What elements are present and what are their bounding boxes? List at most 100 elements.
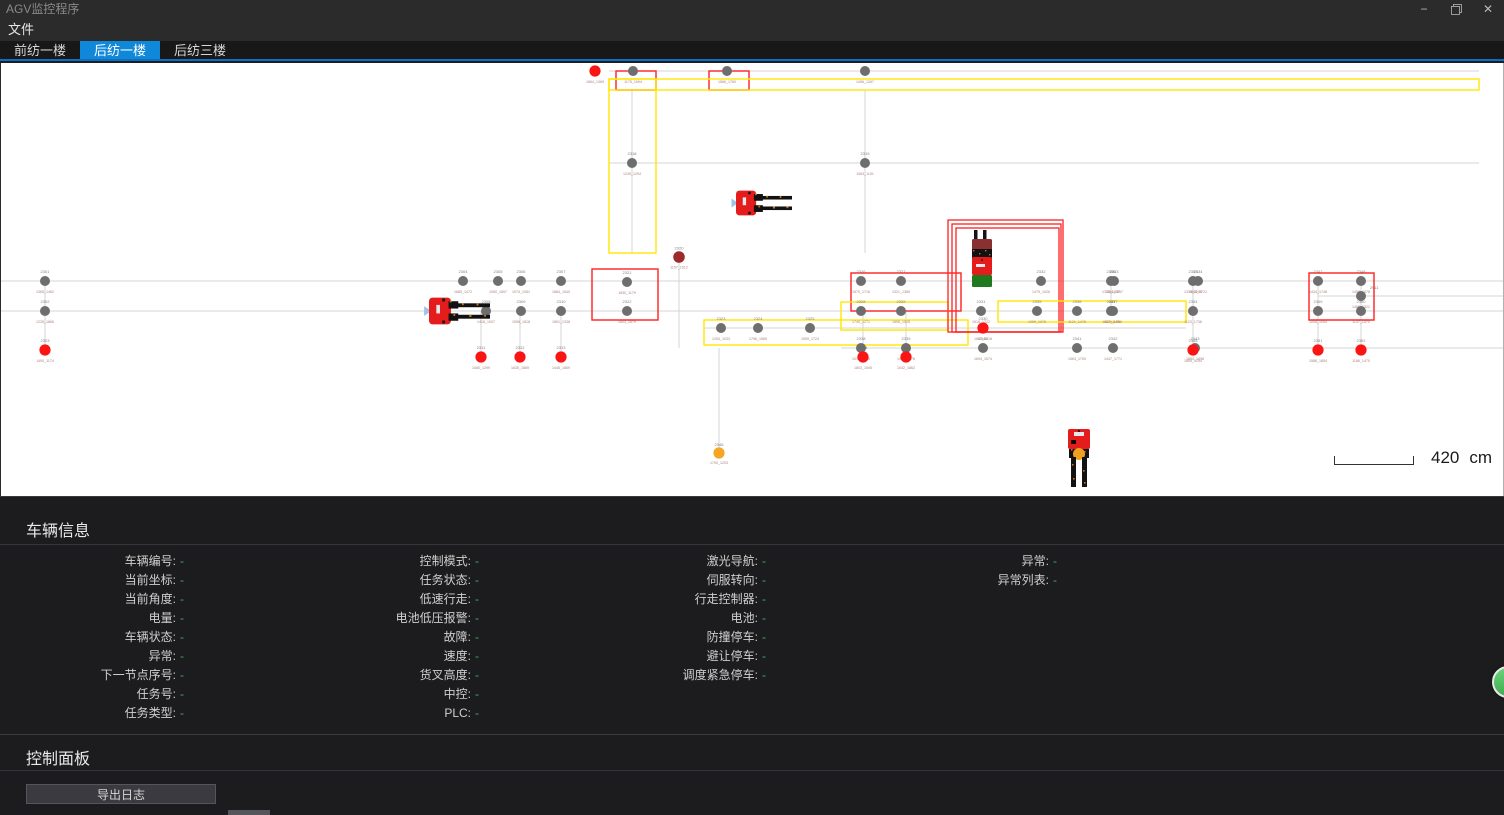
svg-text:2311: 2311 [477, 345, 486, 350]
svg-text:2321: 2321 [623, 270, 633, 275]
svg-text:1559_1724: 1559_1724 [801, 337, 819, 341]
svg-text:2312: 2312 [516, 345, 526, 350]
svg-text:2350: 2350 [1357, 299, 1367, 304]
svg-text:2327: 2327 [897, 269, 907, 274]
svg-text:1249_1294: 1249_1294 [623, 172, 641, 176]
svg-text:2303: 2303 [41, 338, 51, 343]
svg-text:2310: 2310 [557, 299, 567, 304]
svg-text:2309: 2309 [517, 299, 527, 304]
svg-text:2322: 2322 [623, 299, 633, 304]
svg-text:1121_1478: 1121_1478 [1068, 320, 1086, 324]
svg-text:2336: 2336 [1073, 299, 1083, 304]
svg-text:1898_1528: 1898_1528 [892, 320, 910, 324]
svg-text:2305: 2305 [494, 269, 504, 274]
svg-text:2342: 2342 [1109, 336, 1119, 341]
svg-text:2319: 2319 [861, 151, 871, 156]
svg-text:1588_1854: 1588_1854 [1309, 359, 1327, 363]
svg-text:2318: 2318 [628, 151, 638, 156]
svg-text:1008_1054: 1008_1054 [1309, 320, 1327, 324]
svg-text:2355: 2355 [1189, 338, 1199, 343]
svg-text:1685_1472: 1685_1472 [454, 290, 472, 294]
svg-text:2302: 2302 [41, 299, 51, 304]
svg-text:2326: 2326 [857, 269, 867, 274]
svg-text:2332: 2332 [1037, 269, 1047, 274]
svg-text:1365_1462: 1365_1462 [36, 290, 54, 294]
svg-text:1339_1295: 1339_1295 [1184, 290, 1202, 294]
svg-text:1157_1512: 1157_1512 [670, 266, 688, 270]
svg-text:1059_1076: 1059_1076 [1028, 320, 1046, 324]
svg-text:1635_1889: 1635_1889 [511, 366, 529, 370]
svg-text:1123_1736: 1123_1736 [1184, 320, 1202, 324]
svg-text:1434_1748: 1434_1748 [1309, 290, 1327, 294]
svg-text:1186_1470: 1186_1470 [1352, 359, 1370, 363]
svg-text:1400_1174: 1400_1174 [36, 359, 54, 363]
svg-text:2313: 2313 [557, 345, 567, 350]
svg-text:1618_1222: 1618_1222 [972, 320, 990, 324]
svg-text:2356: 2356 [1107, 269, 1117, 274]
svg-text:1664_1369: 1664_1369 [586, 80, 604, 84]
svg-text:1080_1299: 1080_1299 [472, 366, 490, 370]
svg-text:2320: 2320 [675, 246, 685, 251]
svg-text:1446_1869: 1446_1869 [552, 366, 570, 370]
svg-text:2351: 2351 [1314, 338, 1324, 343]
svg-text:1566_1760: 1566_1760 [718, 80, 736, 84]
svg-text:2349: 2349 [1314, 299, 1324, 304]
svg-text:2354: 2354 [1189, 299, 1199, 304]
svg-text:1050_1897: 1050_1897 [489, 290, 507, 294]
svg-text:2317: 2317 [861, 63, 871, 64]
svg-text:1447_1771: 1447_1771 [1104, 357, 1122, 361]
svg-text:1063_1151: 1063_1151 [856, 172, 874, 176]
svg-text:2348: 2348 [1357, 269, 1367, 274]
svg-text:2324: 2324 [754, 316, 764, 321]
svg-text:2308: 2308 [482, 299, 492, 304]
svg-text:2346: 2346 [715, 442, 725, 447]
svg-text:2329: 2329 [897, 299, 907, 304]
svg-text:1074_1051: 1074_1051 [512, 290, 530, 294]
svg-text:2304: 2304 [459, 269, 469, 274]
svg-text:1895_1294: 1895_1294 [1184, 359, 1202, 363]
svg-text:1891_1338: 1891_1338 [552, 320, 570, 324]
svg-text:2347: 2347 [1314, 269, 1324, 274]
svg-text:2339: 2339 [902, 336, 912, 341]
svg-text:2315: 2315 [629, 63, 639, 64]
svg-text:1175_1694: 1175_1694 [624, 80, 642, 84]
svg-text:1603_1679: 1603_1679 [618, 320, 636, 324]
svg-text:1418_1007: 1418_1007 [477, 320, 495, 324]
svg-text:2344: 2344 [859, 345, 869, 350]
svg-text:2314: 2314 [591, 63, 601, 64]
svg-text:2341: 2341 [1073, 336, 1083, 341]
svg-text:2335: 2335 [1033, 299, 1043, 304]
svg-text:2352: 2352 [1357, 338, 1367, 343]
svg-text:1700_1203: 1700_1203 [710, 461, 728, 465]
svg-text:1796_1569: 1796_1569 [749, 337, 767, 341]
svg-text:2331: 2331 [977, 299, 987, 304]
svg-text:2306: 2306 [517, 269, 527, 274]
svg-text:1884_1540: 1884_1540 [552, 290, 570, 294]
svg-text:1596_1818: 1596_1818 [512, 320, 530, 324]
svg-text:2353: 2353 [1189, 269, 1199, 274]
svg-text:2325: 2325 [806, 316, 816, 321]
svg-text:1321_1389: 1321_1389 [892, 290, 910, 294]
svg-text:2316: 2316 [723, 63, 733, 64]
svg-text:1670_1716: 1670_1716 [852, 290, 870, 294]
svg-text:1037_1178: 1037_1178 [1102, 320, 1120, 324]
svg-text:2323: 2323 [717, 316, 727, 321]
svg-text:1563_1700: 1563_1700 [1068, 357, 1086, 361]
svg-text:1475_1526: 1475_1526 [1032, 290, 1050, 294]
svg-text:1726_1637: 1726_1637 [1102, 290, 1120, 294]
svg-text:2328: 2328 [857, 299, 867, 304]
svg-text:1803_1505: 1803_1505 [854, 366, 872, 370]
svg-text:1694_1574: 1694_1574 [974, 357, 992, 361]
svg-text:2357: 2357 [1107, 299, 1117, 304]
svg-text:1830_1179: 1830_1179 [618, 291, 636, 295]
svg-text:2345: 2345 [902, 345, 912, 350]
svg-text:2307: 2307 [557, 269, 567, 274]
svg-text:1496_1267: 1496_1267 [856, 80, 874, 84]
svg-text:1745_1271: 1745_1271 [852, 320, 870, 324]
svg-text:2340: 2340 [979, 336, 989, 341]
svg-text:1235_1866: 1235_1866 [36, 320, 54, 324]
svg-text:2911: 2911 [1370, 285, 1379, 290]
svg-text:1137_1570: 1137_1570 [1352, 320, 1370, 324]
svg-text:1042_1862: 1042_1862 [897, 366, 915, 370]
svg-text:1254_1033: 1254_1033 [712, 337, 730, 341]
